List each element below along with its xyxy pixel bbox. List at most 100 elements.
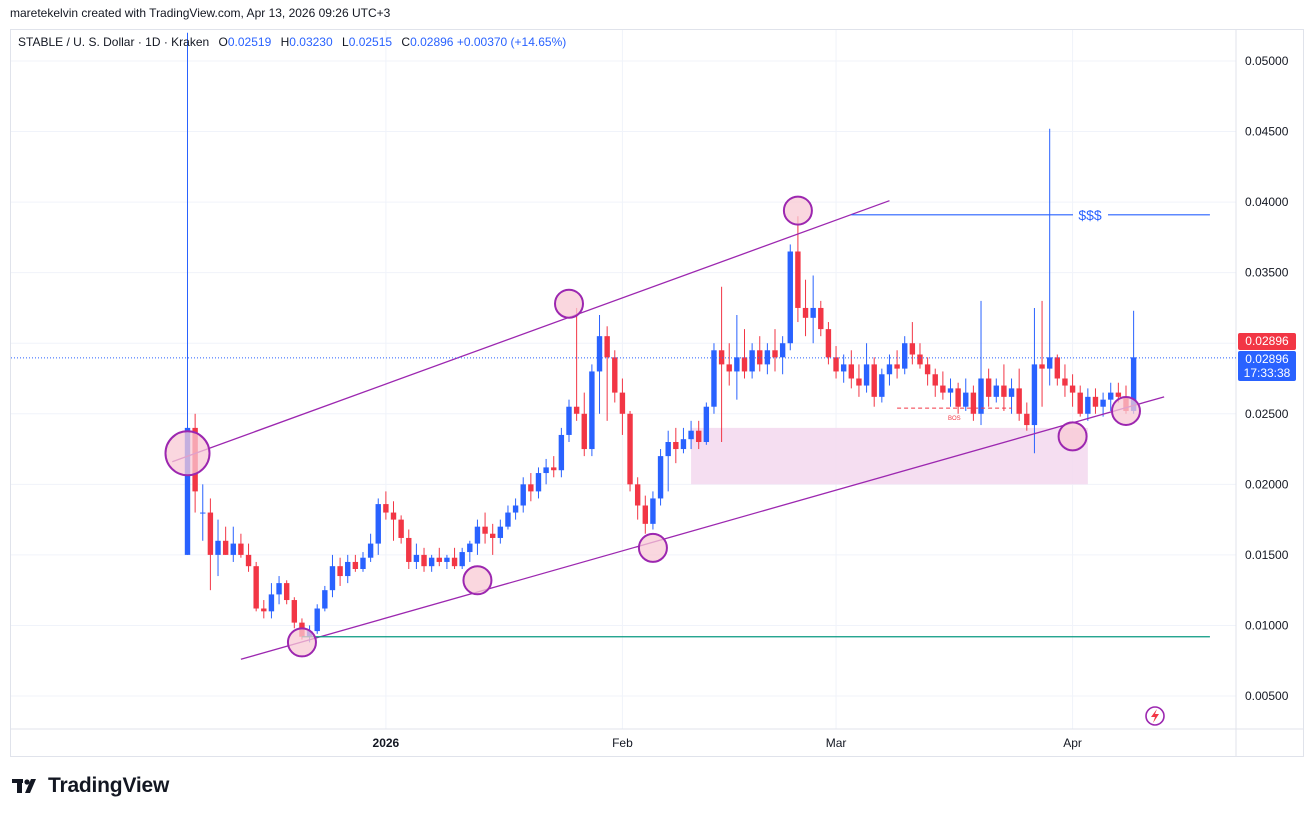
candle-body: [436, 557, 442, 562]
candle-body: [993, 385, 999, 397]
symbol-title[interactable]: STABLE / U. S. Dollar · 1D · Kraken: [18, 35, 210, 49]
candle-body: [955, 388, 961, 407]
pivot-circle: [554, 288, 584, 319]
candle-body: [642, 505, 648, 524]
lower-channel-line: [240, 396, 1165, 660]
candle-body: [711, 350, 717, 407]
candle-body: [512, 505, 519, 513]
candle-body: [1008, 388, 1015, 397]
candle-body: [589, 371, 595, 450]
candle-body: [810, 307, 816, 318]
chart-frame[interactable]: [10, 29, 1304, 757]
upper-channel-line: [172, 200, 890, 463]
candle-body: [650, 498, 656, 524]
candle-body: [490, 533, 496, 538]
candle-body: [596, 336, 603, 372]
candle-body: [551, 467, 557, 471]
candle-body: [764, 350, 771, 365]
candle-body: [680, 439, 687, 450]
candle-body: [1031, 364, 1038, 426]
price-tick-label: 0.02000: [1245, 477, 1289, 491]
candle-body: [772, 350, 778, 358]
candle-body: [406, 537, 412, 562]
candle-body: [688, 430, 694, 440]
candle-body: [497, 526, 504, 538]
time-tick-label: 2026: [373, 736, 400, 750]
candle-body: [1069, 385, 1076, 393]
candle-body: [245, 554, 252, 567]
candle-body: [383, 504, 389, 513]
brand-name: TradingView: [48, 774, 170, 797]
candle-body: [261, 608, 267, 612]
candle-body: [207, 512, 214, 555]
candle-body: [222, 540, 229, 555]
candle-body: [352, 561, 359, 569]
candle-body: [848, 364, 855, 379]
pivot-circle: [462, 565, 493, 596]
candle-body: [390, 512, 397, 520]
demand-zone: [691, 427, 1088, 485]
lightning-icon[interactable]: [1145, 706, 1165, 726]
candle-body: [932, 374, 938, 386]
price-tick-label: 0.04500: [1245, 125, 1289, 139]
candle-body: [367, 543, 374, 558]
candle-body: [970, 392, 977, 414]
candle-body: [818, 307, 824, 330]
candle-body: [665, 442, 671, 457]
candle-body: [734, 357, 740, 372]
candle-body: [963, 392, 969, 407]
bos-label: BOS: [948, 416, 961, 422]
candle-body: [627, 413, 633, 485]
candle-body: [1001, 385, 1007, 397]
ohlc-legend: STABLE / U. S. Dollar · 1D · Kraken O0.0…: [18, 35, 566, 49]
candle-body: [833, 357, 839, 372]
candle-body: [825, 329, 832, 358]
candle-body: [924, 364, 931, 375]
candle-body: [345, 561, 351, 577]
candle-body: [795, 251, 801, 308]
candle-body: [558, 434, 565, 471]
candle-body: [940, 385, 946, 393]
lightning-bolt-icon: [1151, 709, 1159, 723]
candle-body: [902, 343, 908, 369]
pivot-circle: [1110, 395, 1141, 426]
price-tick-label: 0.04000: [1245, 195, 1289, 209]
candle-body: [802, 307, 809, 318]
open-label: O: [218, 35, 228, 49]
candle-body: [749, 350, 755, 372]
candle-body: [291, 600, 298, 623]
candle-body: [612, 357, 618, 393]
tradingview-brand[interactable]: TradingView: [12, 774, 169, 798]
candle-body: [543, 467, 549, 474]
target-label: $$$: [1078, 207, 1102, 223]
candle-body: [886, 364, 893, 375]
candle-body: [459, 552, 465, 567]
candle-body: [322, 590, 328, 609]
candle-body: [619, 392, 626, 414]
candle-body: [505, 512, 511, 527]
candle-body: [413, 554, 420, 562]
candle-body: [337, 566, 343, 577]
current-price-badge: 0.02896 17:33:38: [1238, 351, 1296, 381]
price-tick-label: 0.01000: [1245, 618, 1289, 632]
price-tick-label: 0.03500: [1245, 266, 1289, 280]
candle-body: [1115, 392, 1122, 397]
candle-body: [634, 484, 641, 506]
candle-body: [421, 554, 427, 567]
candle-body: [718, 350, 725, 365]
candle-body: [375, 504, 381, 544]
candle-body: [184, 427, 191, 555]
pivot-circle: [286, 627, 317, 658]
candle-body: [268, 594, 275, 612]
candle-body: [314, 608, 320, 632]
candle-body: [535, 473, 542, 492]
price-tick-label: 0.00500: [1245, 689, 1289, 703]
price-tick-label: 0.05000: [1245, 54, 1289, 68]
low-label: L: [342, 35, 349, 49]
candle-body: [1108, 392, 1114, 400]
candle-body: [985, 378, 992, 397]
candle-body: [1077, 392, 1083, 414]
candle-body: [398, 519, 404, 538]
price-tick-label: 0.02500: [1245, 407, 1289, 421]
